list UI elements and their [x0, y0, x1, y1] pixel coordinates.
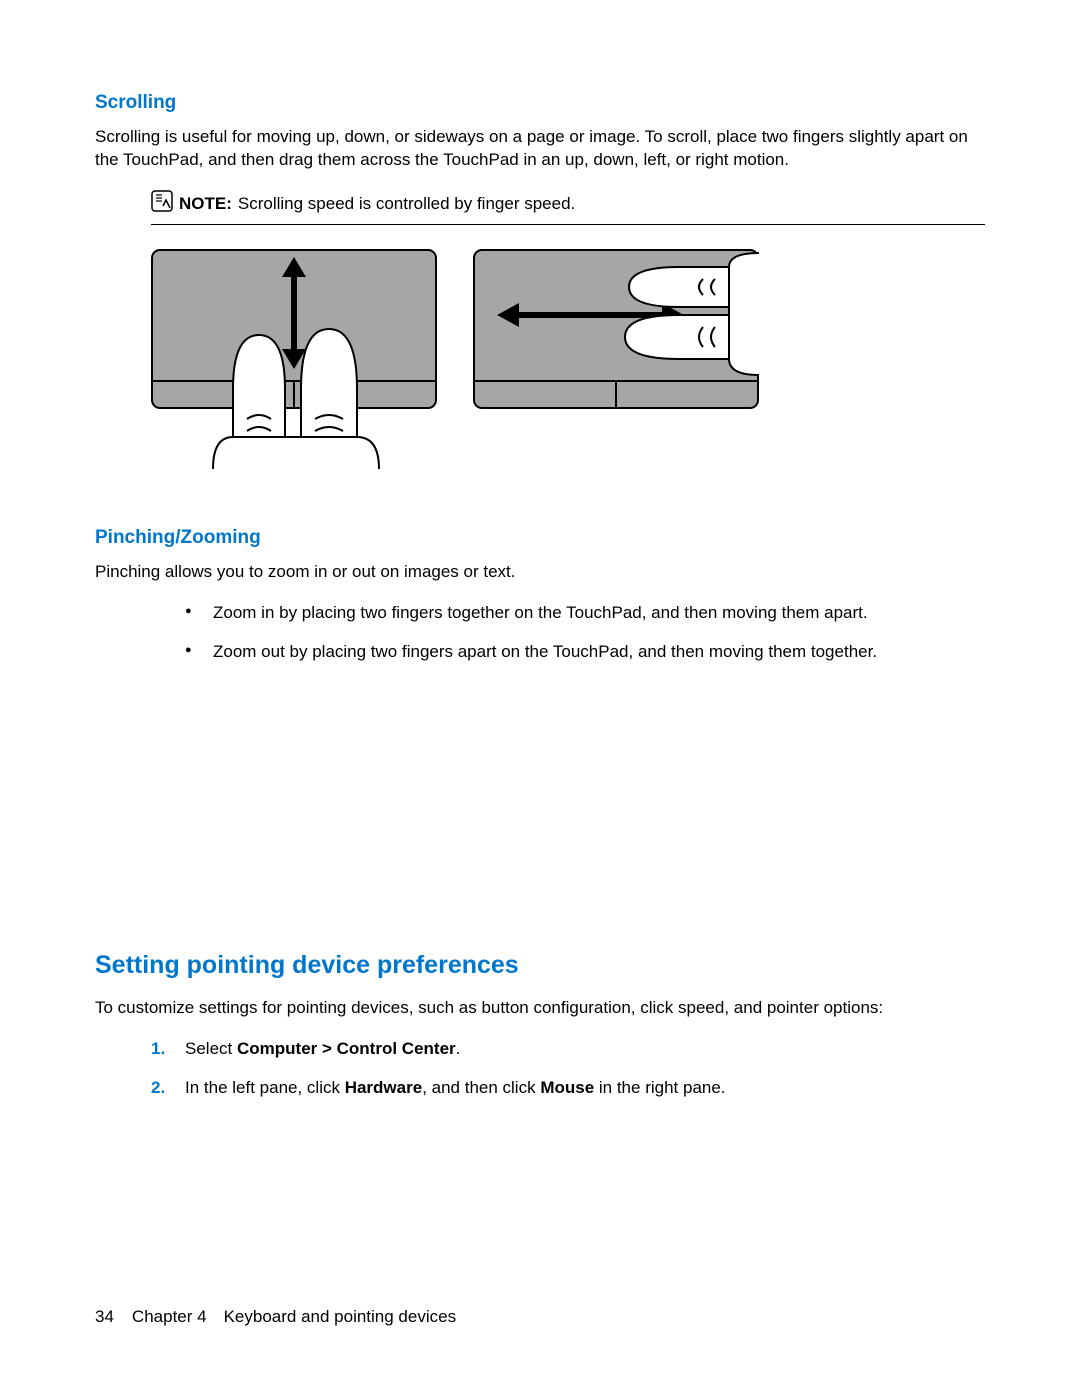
pinching-paragraph: Pinching allows you to zoom in or out on… [95, 561, 985, 584]
step-1: Select Computer > Control Center. [151, 1038, 985, 1061]
preferences-paragraph: To customize settings for pointing devic… [95, 997, 985, 1020]
step-2: In the left pane, click Hardware, and th… [151, 1077, 985, 1100]
scroll-figures [151, 249, 985, 469]
list-item: Zoom out by placing two fingers apart on… [185, 641, 985, 664]
preferences-steps: Select Computer > Control Center. In the… [151, 1038, 985, 1100]
chapter-label: Chapter 4 Keyboard and pointing devices [132, 1307, 456, 1326]
pinching-bullets: Zoom in by placing two fingers together … [185, 602, 985, 664]
page-footer: 34 Chapter 4 Keyboard and pointing device… [95, 1306, 456, 1329]
note-text: Scrolling speed is controlled by finger … [238, 193, 575, 216]
list-item: Zoom in by placing two fingers together … [185, 602, 985, 625]
preferences-section: Setting pointing device preferences To c… [95, 949, 985, 1100]
horizontal-scroll-figure [473, 249, 759, 469]
pinching-section: Pinching/Zooming Pinching allows you to … [95, 525, 985, 663]
document-page: Scrolling Scrolling is useful for moving… [0, 0, 1080, 1397]
scrolling-paragraph: Scrolling is useful for moving up, down,… [95, 126, 985, 172]
page-number: 34 [95, 1307, 114, 1326]
vertical-scroll-figure [151, 249, 437, 469]
note-label: NOTE: [179, 193, 232, 216]
step-1-pre: Select [185, 1039, 237, 1058]
step-2-bold1: Hardware [345, 1078, 422, 1097]
step-1-bold: Computer > Control Center [237, 1039, 456, 1058]
step-2-bold2: Mouse [540, 1078, 594, 1097]
step-1-post: . [456, 1039, 461, 1058]
step-2-mid: , and then click [422, 1078, 540, 1097]
note-block: NOTE: Scrolling speed is controlled by f… [151, 190, 985, 226]
scrolling-heading: Scrolling [95, 90, 985, 116]
scrolling-section: Scrolling Scrolling is useful for moving… [95, 90, 985, 469]
step-2-post: in the right pane. [594, 1078, 725, 1097]
step-2-pre: In the left pane, click [185, 1078, 345, 1097]
preferences-heading: Setting pointing device preferences [95, 949, 985, 983]
note-icon [151, 190, 173, 219]
pinching-heading: Pinching/Zooming [95, 525, 985, 551]
